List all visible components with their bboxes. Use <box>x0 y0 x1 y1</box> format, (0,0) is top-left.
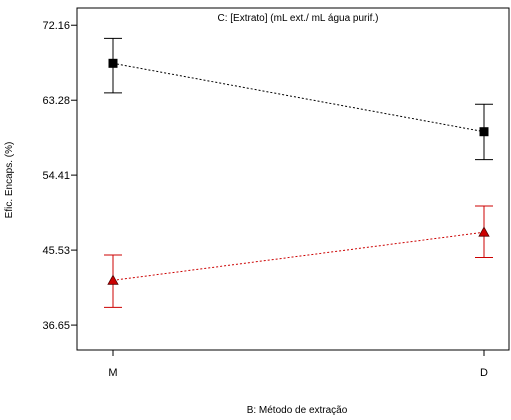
data-point <box>107 274 119 285</box>
series-line <box>112 62 485 133</box>
series-layer <box>104 37 493 308</box>
series-2 <box>104 205 493 308</box>
plot-frame <box>76 7 510 351</box>
y-axis-label: Efic. Encaps. (%) <box>4 142 15 219</box>
series-1 <box>104 37 493 161</box>
y-tick-label: 36.65 <box>42 320 70 332</box>
data-point <box>478 226 490 237</box>
chart-title: C: [Extrato] (mL ext./ mL água purif.) <box>218 13 379 24</box>
x-tick-label: D <box>480 367 488 379</box>
x-axis-label: B: Método de extração <box>247 405 348 416</box>
series-line <box>112 231 485 281</box>
y-axis: 36.65 45.53 54.41 63.28 72.16 <box>42 20 77 332</box>
x-tick-label: M <box>108 367 117 379</box>
data-point <box>479 127 489 137</box>
y-tick-label: 45.53 <box>42 245 70 257</box>
y-tick-label: 63.28 <box>42 95 70 107</box>
y-tick-label: 54.41 <box>42 170 70 182</box>
data-point <box>108 58 118 68</box>
y-tick-label: 72.16 <box>42 20 70 32</box>
